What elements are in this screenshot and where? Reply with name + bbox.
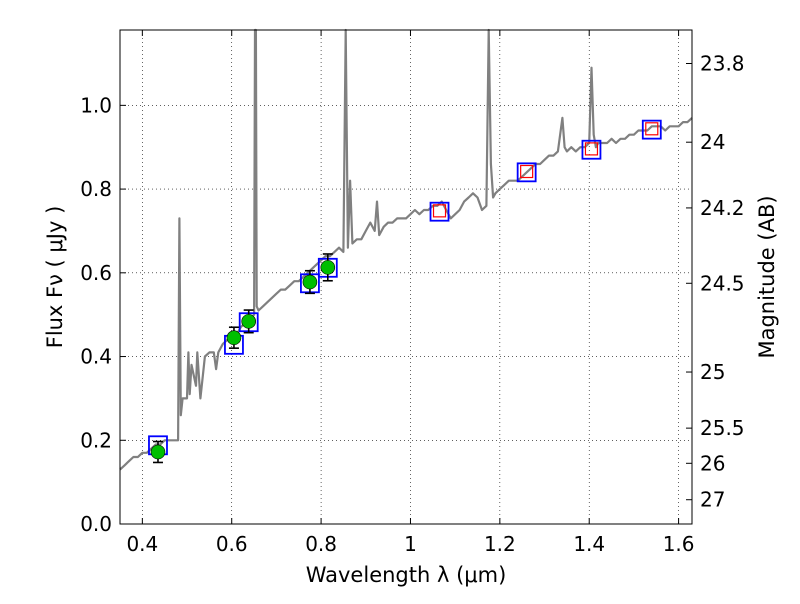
y2-tick-label: 25.5 xyxy=(700,416,745,440)
x-tick-label: 0.8 xyxy=(305,532,337,556)
x-axis-title: Wavelength λ (μm) xyxy=(306,563,507,587)
observed-photometry-point xyxy=(320,260,336,275)
photometry-layer xyxy=(148,119,662,464)
model-photometry-inner-marker xyxy=(645,122,659,136)
spectrum-line xyxy=(119,28,693,471)
model-photometry-marker xyxy=(641,119,662,140)
y-tick-label: 0.0 xyxy=(80,512,112,536)
y2-tick-label: 24.2 xyxy=(700,196,745,220)
y-tick-label: 0.4 xyxy=(80,345,112,369)
y-axis-title: Flux Fν ( μJy ) xyxy=(43,206,67,349)
x-tick-label: 0.4 xyxy=(126,532,158,556)
y-tick-label: 0.6 xyxy=(80,261,112,285)
y2-tick-label: 26 xyxy=(700,451,725,475)
y2-tick-label: 24 xyxy=(700,130,725,154)
spectrum-layer xyxy=(119,28,693,471)
observed-photometry-point xyxy=(150,444,166,460)
x-tick-label: 1.6 xyxy=(663,532,695,556)
model-photometry-inner-marker xyxy=(432,204,447,218)
model-photometry-marker xyxy=(516,162,537,183)
model-photometry-inner-marker xyxy=(520,164,534,179)
y2-tick-label: 25 xyxy=(700,360,725,384)
y2-tick-label: 23.8 xyxy=(700,51,745,75)
y2-tick-label: 24.5 xyxy=(700,271,745,295)
model-photometry-marker xyxy=(429,201,450,222)
y-tick-label: 0.8 xyxy=(80,177,112,201)
x-tick-label: 1.2 xyxy=(484,532,516,556)
y-tick-label: 1.0 xyxy=(80,93,112,117)
x-tick-label: 1 xyxy=(404,532,417,556)
y2-tick-label: 27 xyxy=(700,488,725,512)
x-tick-label: 0.6 xyxy=(216,532,248,556)
x-tick-label: 1.4 xyxy=(573,532,605,556)
axis-ticks: 0.4 0.6 0.8 1 1.2 1.4 1.6 0.0 0.2 0.4 0.6 0.8 1.0 23.… xyxy=(80,30,745,556)
observed-photometry-point xyxy=(241,314,256,329)
plot-frame xyxy=(119,29,693,525)
y2-axis-title: Magnitude (AB) xyxy=(755,195,779,358)
observed-photometry-point xyxy=(302,274,318,290)
model-photometry-marker xyxy=(581,139,602,160)
y-tick-label: 0.2 xyxy=(80,428,112,452)
observed-photometry-point xyxy=(226,330,242,346)
model-photometry-inner-marker xyxy=(584,142,599,156)
